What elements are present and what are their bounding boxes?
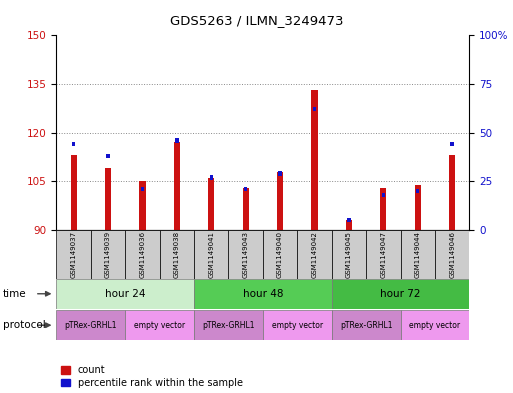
Bar (194, 230, 228, 279)
Text: GSM1149043: GSM1149043 (243, 231, 249, 278)
Bar (298, 230, 332, 279)
Bar (311, 90, 318, 230)
Bar (332, 310, 401, 340)
Bar (194, 310, 263, 340)
Text: GSM1149037: GSM1149037 (71, 231, 76, 278)
Bar (56, 310, 125, 340)
Bar (72, 142, 75, 147)
Bar (449, 155, 455, 230)
Text: GSM1149047: GSM1149047 (380, 231, 386, 278)
Bar (125, 230, 160, 279)
Bar (106, 154, 110, 158)
Bar (415, 184, 421, 230)
Text: time: time (3, 289, 26, 299)
Bar (91, 230, 125, 279)
Bar (105, 168, 111, 230)
Legend: count, percentile rank within the sample: count, percentile rank within the sample (61, 365, 243, 388)
Bar (140, 181, 146, 230)
Bar (71, 155, 77, 230)
Bar (416, 189, 420, 193)
Text: GSM1149045: GSM1149045 (346, 231, 352, 278)
Bar (175, 138, 179, 143)
Text: GSM1149046: GSM1149046 (449, 231, 455, 278)
Bar (277, 171, 283, 230)
Bar (208, 178, 214, 230)
Bar (382, 193, 385, 197)
Bar (380, 188, 386, 230)
Bar (174, 142, 180, 230)
Text: GSM1149042: GSM1149042 (311, 231, 318, 278)
Bar (332, 279, 469, 309)
Text: GSM1149038: GSM1149038 (174, 231, 180, 278)
Bar (56, 279, 194, 309)
Bar (160, 230, 194, 279)
Text: GSM1149039: GSM1149039 (105, 231, 111, 278)
Text: GSM1149036: GSM1149036 (140, 231, 146, 278)
Bar (125, 310, 194, 340)
Text: GDS5263 / ILMN_3249473: GDS5263 / ILMN_3249473 (170, 14, 343, 27)
Bar (347, 218, 351, 222)
Text: pTRex-GRHL1: pTRex-GRHL1 (202, 321, 255, 330)
Bar (263, 310, 332, 340)
Bar (243, 188, 249, 230)
Bar (346, 220, 352, 230)
Bar (366, 230, 401, 279)
Bar (228, 230, 263, 279)
Bar (194, 279, 332, 309)
Bar (263, 230, 298, 279)
Text: empty vector: empty vector (272, 321, 323, 330)
Text: pTRex-GRHL1: pTRex-GRHL1 (65, 321, 117, 330)
Text: hour 72: hour 72 (380, 289, 421, 299)
Bar (141, 187, 144, 191)
Bar (313, 107, 316, 112)
Text: empty vector: empty vector (134, 321, 185, 330)
Text: hour 48: hour 48 (243, 289, 283, 299)
Text: pTRex-GRHL1: pTRex-GRHL1 (340, 321, 392, 330)
Text: GSM1149041: GSM1149041 (208, 231, 214, 278)
Bar (435, 230, 469, 279)
Bar (210, 175, 213, 180)
Text: GSM1149044: GSM1149044 (415, 231, 421, 278)
Text: protocol: protocol (3, 320, 45, 330)
Bar (332, 230, 366, 279)
Bar (56, 230, 91, 279)
Text: hour 24: hour 24 (105, 289, 146, 299)
Bar (279, 171, 282, 176)
Bar (401, 230, 435, 279)
Bar (244, 187, 247, 191)
Text: empty vector: empty vector (409, 321, 461, 330)
Bar (450, 142, 454, 147)
Bar (401, 310, 469, 340)
Text: GSM1149040: GSM1149040 (277, 231, 283, 278)
